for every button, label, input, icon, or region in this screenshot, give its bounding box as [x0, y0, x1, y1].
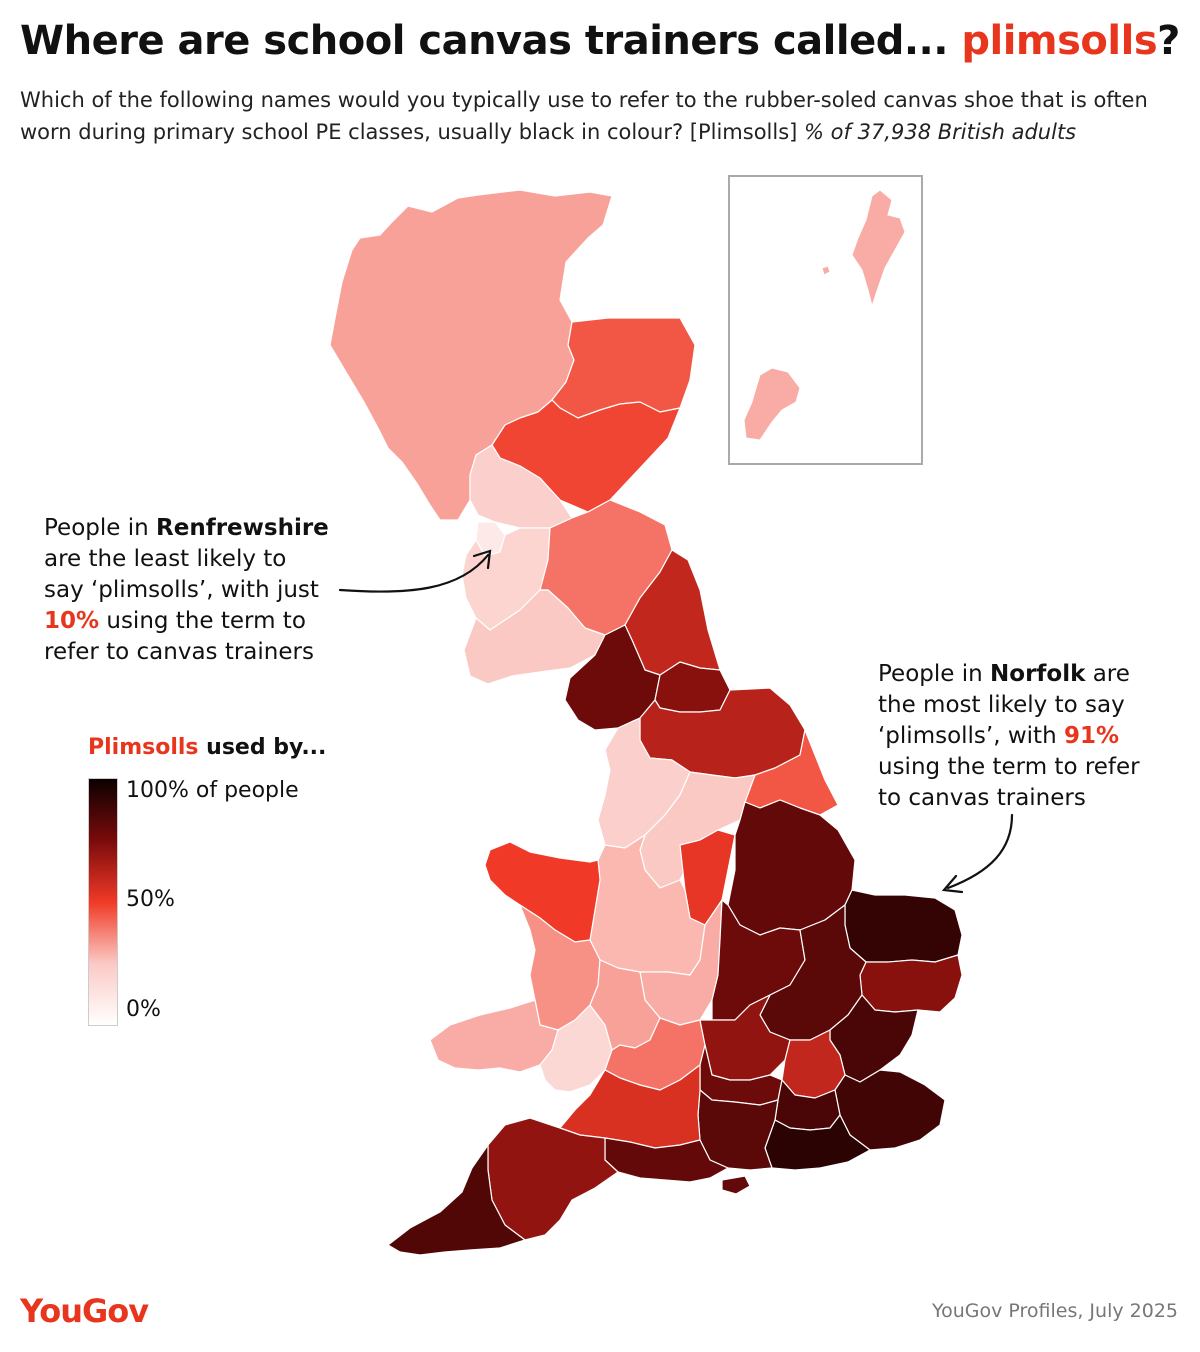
source-credit: YouGov Profiles, July 2025 [932, 1300, 1178, 1322]
norfolk-arrowhead [941, 874, 964, 894]
legend-tick-bottom: 0% [126, 997, 161, 1022]
callout-left-line5: refer to canvas trainers [44, 639, 314, 665]
callout-right-line3-pre: ‘plimsolls’, with [878, 723, 1064, 749]
title-highlight: plimsolls [961, 18, 1158, 64]
subtitle: Which of the following names would you t… [20, 84, 1190, 148]
subtitle-question: Which of the following names would you t… [20, 88, 1148, 144]
callout-most-likely: People in Norfolk are the most likely to… [878, 659, 1140, 814]
page-title: Where are school canvas trainers called.… [20, 18, 1180, 64]
callout-right-line4: using the term to refer [878, 754, 1140, 780]
callout-right-region: Norfolk [990, 661, 1086, 687]
legend-color-scale [88, 778, 118, 1026]
callout-right-line1-pre: People in [878, 661, 991, 687]
region-aberdeenshire-angus[interactable] [551, 317, 696, 419]
inset-frame [728, 175, 923, 465]
legend-title-highlight: Plimsolls [88, 735, 199, 760]
title-main: Where are school canvas trainers called.… [20, 18, 962, 64]
callout-left-line3: say ‘plimsolls’, with just [44, 577, 319, 603]
legend-tick-top: 100% of people [126, 778, 299, 803]
region-dorset[interactable] [604, 1137, 729, 1183]
callout-right-pct: 91% [1063, 723, 1120, 749]
subtitle-sample-note: % of 37,938 British adults [797, 120, 1077, 144]
yougov-logo: YouGov [20, 1292, 149, 1330]
callout-right-line5: to canvas trainers [878, 785, 1086, 811]
callout-right-line1-post: are [1085, 661, 1130, 687]
region-shetland[interactable] [851, 189, 906, 308]
legend-title-rest: used by... [198, 735, 327, 760]
renfrewshire-arrow [338, 553, 490, 593]
callout-right-line2: the most likely to say [878, 692, 1125, 718]
region-norfolk[interactable] [844, 889, 963, 963]
region-suffolk[interactable] [859, 954, 963, 1013]
title-end: ? [1157, 18, 1180, 64]
norfolk-arrow [946, 813, 1014, 890]
callout-left-line2: are the least likely to [44, 546, 287, 572]
callout-left-line1-pre: People in [44, 515, 157, 541]
legend-tick-mid: 50% [126, 887, 175, 912]
callout-least-likely: People in Renfrewshire are the least lik… [44, 513, 329, 668]
renfrewshire-arrowhead [472, 549, 492, 570]
region-orkney[interactable] [743, 367, 801, 441]
callout-left-line4: using the term to [99, 608, 306, 634]
callout-left-pct: 10% [44, 608, 100, 634]
region-fair-isle[interactable] [821, 265, 831, 276]
callout-left-region: Renfrewshire [156, 515, 329, 541]
region-cornwall[interactable] [387, 1144, 526, 1256]
legend-title: Plimsolls used by... [88, 735, 326, 760]
region-isle-of-wight[interactable] [721, 1175, 751, 1195]
